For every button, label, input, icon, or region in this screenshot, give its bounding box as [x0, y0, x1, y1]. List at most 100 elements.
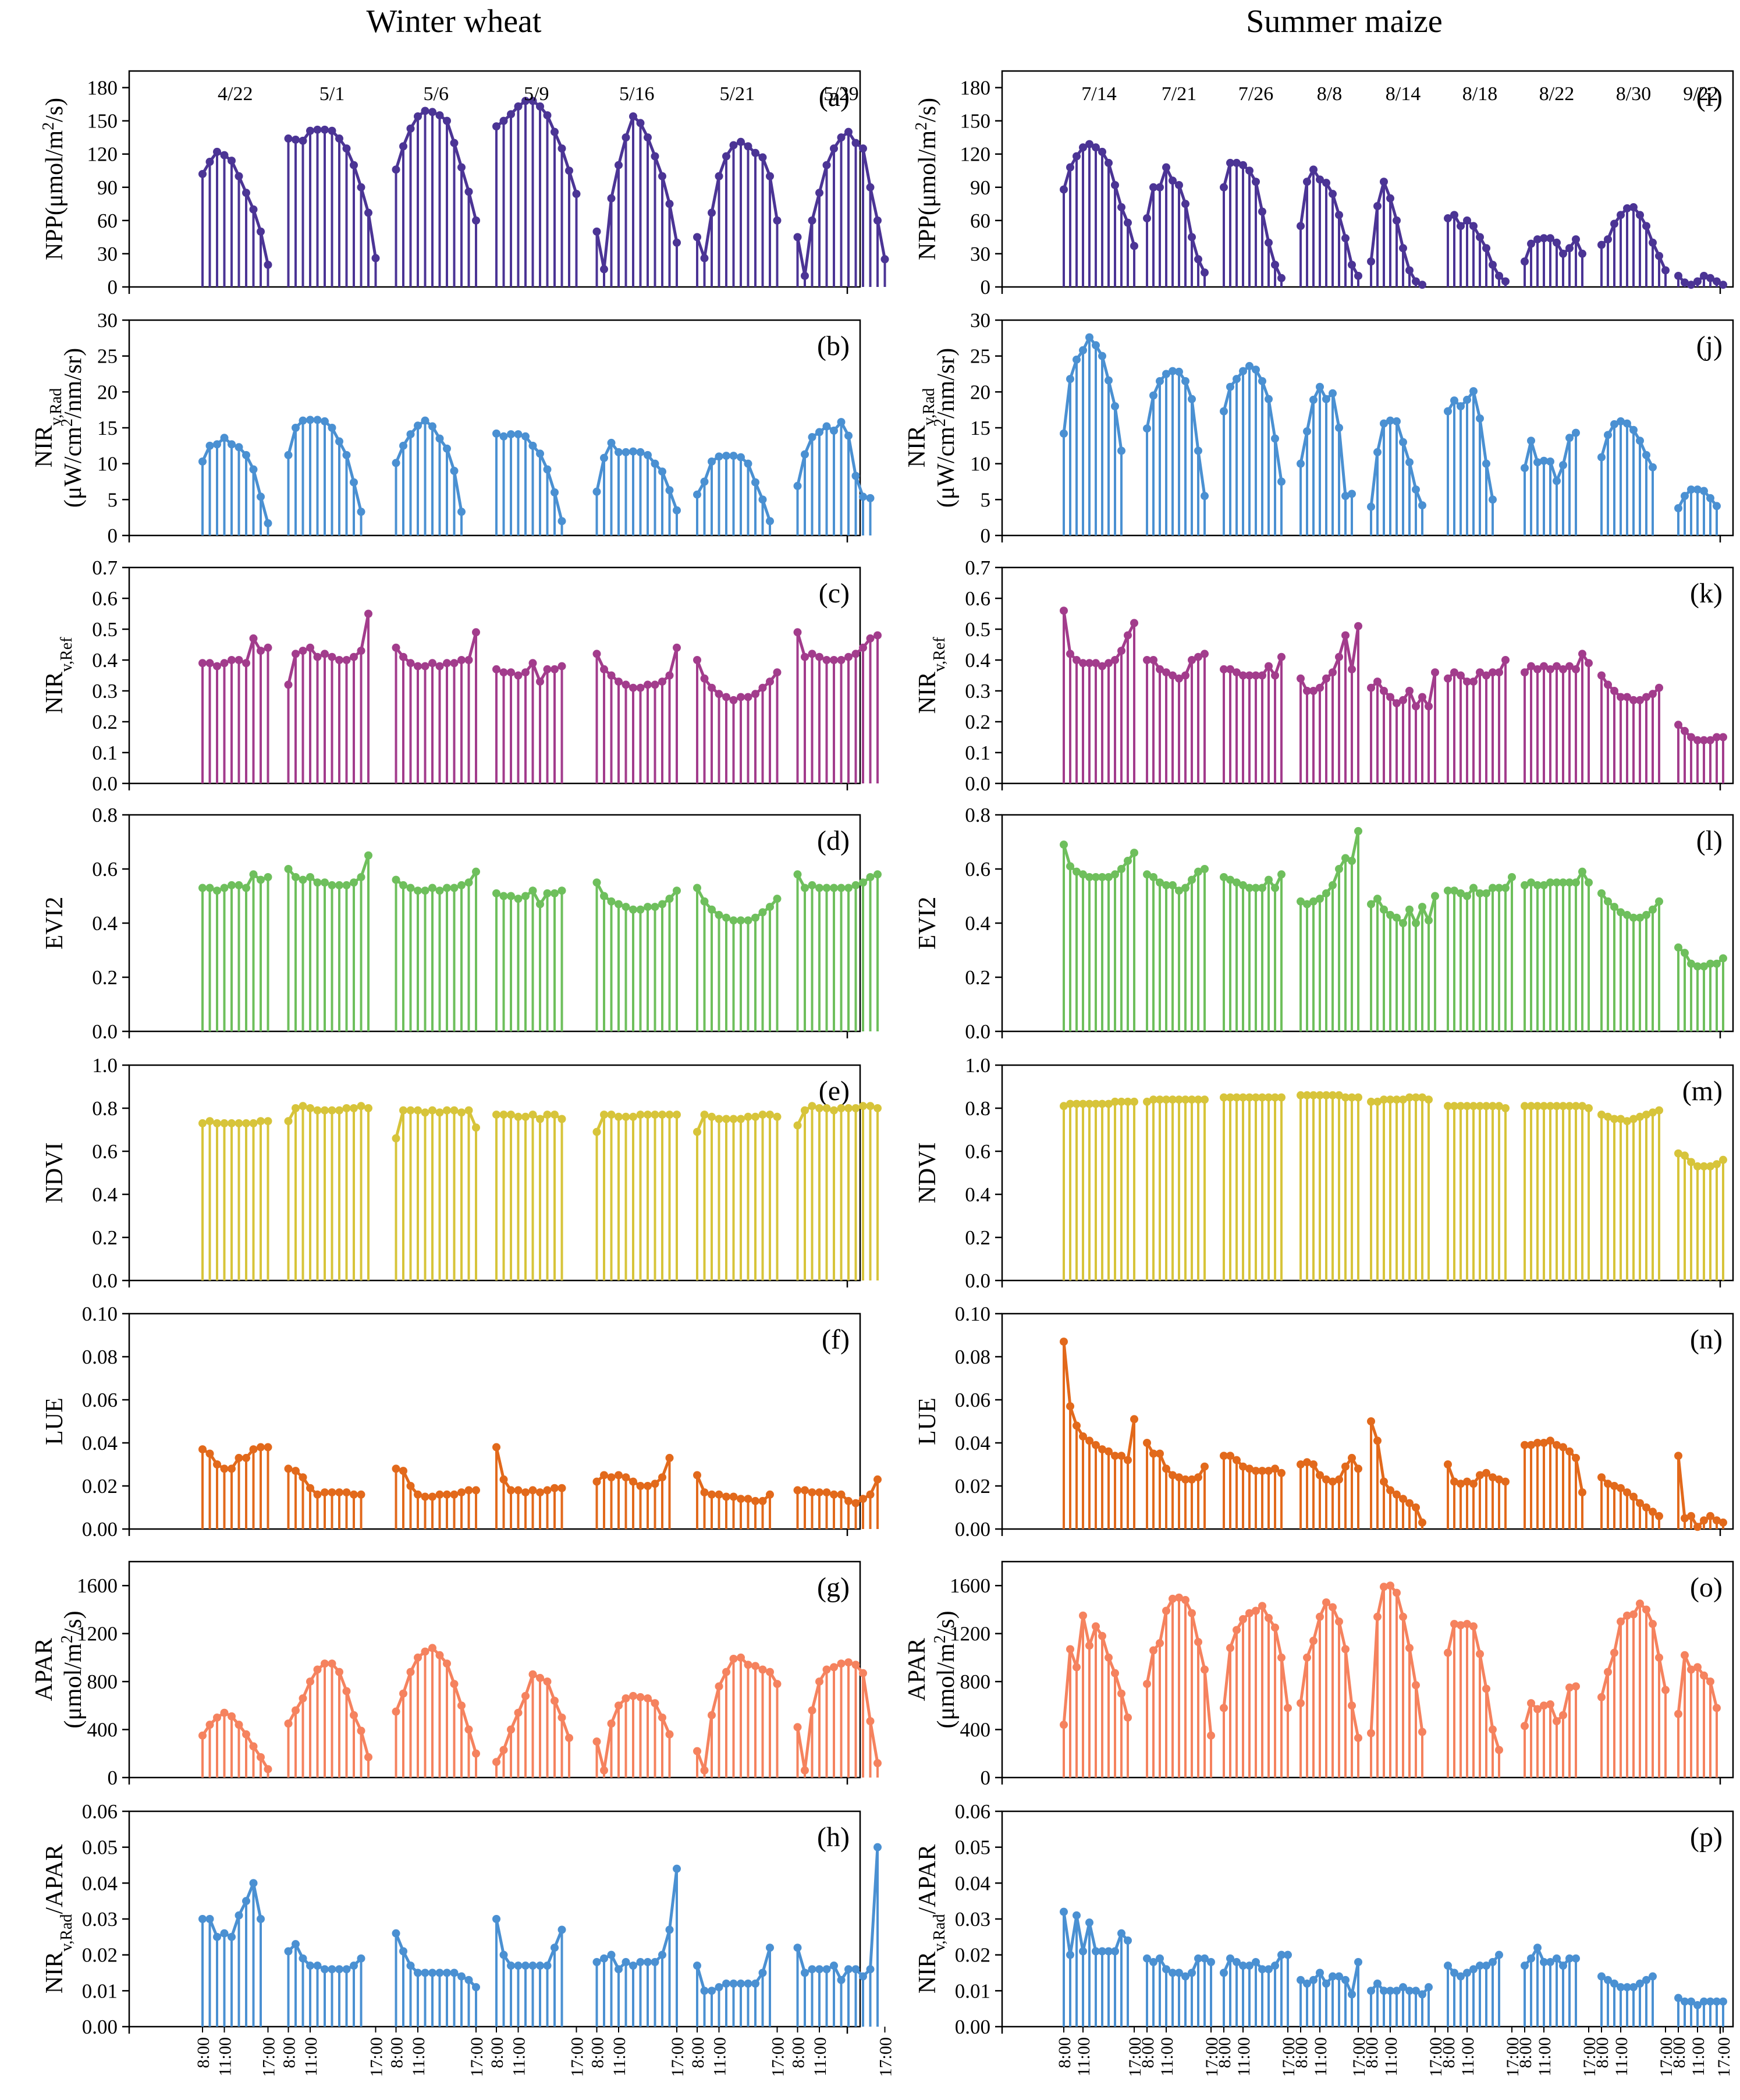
panel-j-point — [1412, 485, 1420, 494]
panel-f-point — [284, 1464, 293, 1473]
panel-p-point — [1489, 1958, 1497, 1966]
panel-o-point — [1085, 1641, 1093, 1650]
time-label-maize: 17:00 — [1503, 2037, 1522, 2077]
panel-f-point — [715, 1490, 723, 1499]
panel-i-point — [1604, 235, 1612, 244]
panel-j-point — [1636, 437, 1644, 445]
panel-m-point — [1341, 1093, 1350, 1102]
panel-i-point — [1233, 158, 1241, 167]
panel-i-point — [1553, 238, 1561, 247]
panel-g-point — [808, 1706, 816, 1715]
panel-d-point — [284, 865, 293, 873]
panel-d-point — [435, 886, 444, 895]
panel-p-point — [1533, 1943, 1542, 1952]
panel-f-point — [766, 1490, 774, 1499]
panel-d-point — [313, 878, 322, 887]
panel-j-point — [1533, 458, 1542, 467]
panel-c-point — [264, 643, 272, 652]
panel-l-point — [1693, 962, 1702, 971]
panel-p-point — [1393, 1987, 1401, 1995]
panel-p-point — [1636, 1980, 1644, 1988]
panel-m-point — [1450, 1102, 1458, 1111]
panel-c-point — [328, 652, 336, 661]
panel-l-point — [1156, 878, 1164, 887]
panel-k-point — [1341, 631, 1350, 640]
panel-c-point — [693, 656, 701, 664]
panel-p-ytick-label: 0.06 — [955, 1800, 990, 1823]
date-label-maize: 8/22 — [1539, 83, 1574, 105]
panel-h-point — [607, 1950, 616, 1959]
panel-p-point — [1527, 1954, 1535, 1963]
panel-h-point — [793, 1943, 802, 1952]
panel-o-point — [1386, 1581, 1394, 1590]
time-label-maize: 11:00 — [1234, 2037, 1253, 2076]
panel-p-point — [1329, 1972, 1337, 1981]
panel-d-point — [793, 870, 802, 879]
panel-f-point — [507, 1486, 515, 1495]
panel-i-point — [1655, 251, 1663, 260]
panel-j-point — [1450, 396, 1458, 405]
panel-a-point — [636, 119, 645, 127]
panel-j-point — [1559, 461, 1567, 470]
panel-k-point — [1201, 650, 1209, 658]
panel-i-point — [1239, 161, 1247, 169]
panel-i-point — [1642, 222, 1650, 230]
panel-p-point — [1233, 1958, 1241, 1966]
panel-k-point — [1399, 696, 1407, 704]
panel-n-point — [1412, 1503, 1420, 1512]
panel-k-point — [1457, 671, 1465, 680]
panel-i-point — [1194, 255, 1202, 264]
panel-b-ytick-label: 20 — [97, 381, 118, 403]
panel-d-point — [528, 886, 537, 895]
panel-k-point — [1469, 677, 1478, 686]
panel-f-point — [722, 1492, 730, 1501]
panel-h-point — [450, 1968, 459, 1977]
panel-j-point — [1111, 402, 1119, 410]
panel-p-point — [1156, 1954, 1164, 1963]
panel-h-point — [499, 1950, 508, 1959]
panel-k-point — [1405, 687, 1414, 695]
panel-e-point — [658, 1111, 666, 1119]
panel-a-frame — [128, 70, 861, 288]
panel-d-point — [472, 867, 480, 876]
panel-o-ylabel-line2: (μmol/m2/s) — [931, 1611, 960, 1728]
panel-c-point — [421, 662, 429, 671]
panel-g-point — [851, 1661, 860, 1669]
panel-f-point — [235, 1453, 243, 1462]
panel-i-point — [1495, 271, 1503, 280]
panel-h-point — [600, 1954, 608, 1963]
panel-e-point — [507, 1111, 515, 1119]
panel-m-point — [1258, 1093, 1266, 1102]
panel-g-series-line — [287, 1662, 370, 1758]
panel-k-point — [1527, 662, 1535, 671]
panel-p-point — [1092, 1947, 1100, 1956]
panel-d-point — [859, 878, 867, 887]
panel-p-point — [1565, 1954, 1574, 1963]
panel-l-point — [1450, 886, 1458, 895]
panel-b-ytick-label: 25 — [97, 345, 118, 368]
panel-m-point — [1578, 1102, 1586, 1111]
panel-c-point — [406, 659, 415, 668]
panel-e-point — [235, 1119, 243, 1127]
panel-l-point — [1271, 884, 1279, 892]
panel-f-point — [249, 1445, 258, 1454]
panel-j-point — [1316, 382, 1324, 391]
panel-m-letter: (m) — [1682, 1076, 1723, 1106]
panel-n-point — [1201, 1462, 1209, 1471]
panel-d-point — [257, 875, 265, 884]
panel-k-point — [1277, 652, 1286, 661]
panel-k-point — [1700, 736, 1708, 744]
panel-k-point — [1239, 671, 1247, 680]
panel-l-point — [1201, 865, 1209, 873]
panel-b-point — [521, 432, 530, 441]
panel-e-point — [220, 1119, 229, 1127]
panel-j-point — [1073, 355, 1081, 364]
panel-i-point — [1277, 274, 1286, 282]
panel-i-point — [1226, 158, 1234, 167]
panel-j-series-line — [1145, 370, 1206, 496]
panel-g-point — [198, 1731, 207, 1740]
panel-p-ytick-label: 0.01 — [955, 1980, 990, 2002]
panel-k-point — [1418, 693, 1426, 701]
panel-d-point — [844, 884, 853, 892]
panel-f-point — [737, 1495, 745, 1503]
